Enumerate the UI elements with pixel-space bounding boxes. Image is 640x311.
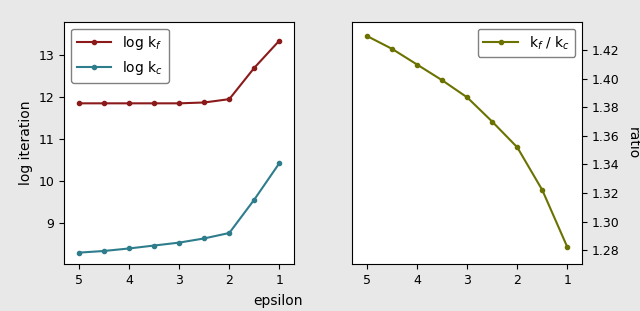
log k$_c$ <box>225 231 233 235</box>
log k$_f$ <box>200 101 208 104</box>
log k$_f$ <box>125 101 133 105</box>
Text: epsilon: epsilon <box>253 294 303 308</box>
log k$_f$ <box>100 101 108 105</box>
k$_f$ / k$_c$ <box>438 78 446 82</box>
log k$_f$ <box>150 101 158 105</box>
log k$_f$ <box>225 97 233 101</box>
log k$_c$ <box>250 198 258 202</box>
k$_f$ / k$_c$ <box>513 146 521 149</box>
k$_f$ / k$_c$ <box>413 63 421 67</box>
Legend: log k$_f$, log k$_c$: log k$_f$, log k$_c$ <box>71 29 169 83</box>
log k$_c$ <box>200 237 208 240</box>
log k$_c$ <box>125 247 133 250</box>
k$_f$ / k$_c$ <box>564 245 572 249</box>
Line: k$_f$ / k$_c$: k$_f$ / k$_c$ <box>365 34 570 249</box>
k$_f$ / k$_c$ <box>463 95 471 99</box>
Line: log k$_f$: log k$_f$ <box>77 39 282 105</box>
log k$_f$ <box>175 101 183 105</box>
log k$_f$ <box>276 39 284 43</box>
log k$_c$ <box>276 161 284 165</box>
log k$_f$ <box>75 101 83 105</box>
Y-axis label: log iteration: log iteration <box>19 101 33 185</box>
log k$_c$ <box>75 251 83 254</box>
log k$_c$ <box>100 249 108 253</box>
k$_f$ / k$_c$ <box>488 120 496 123</box>
Legend: k$_f$ / k$_c$: k$_f$ / k$_c$ <box>477 29 575 57</box>
k$_f$ / k$_c$ <box>538 188 546 192</box>
k$_f$ / k$_c$ <box>363 34 371 38</box>
log k$_f$ <box>250 66 258 70</box>
k$_f$ / k$_c$ <box>388 47 396 51</box>
log k$_c$ <box>150 244 158 247</box>
Y-axis label: ratio: ratio <box>625 127 639 159</box>
log k$_c$ <box>175 241 183 244</box>
Line: log k$_c$: log k$_c$ <box>77 161 282 255</box>
